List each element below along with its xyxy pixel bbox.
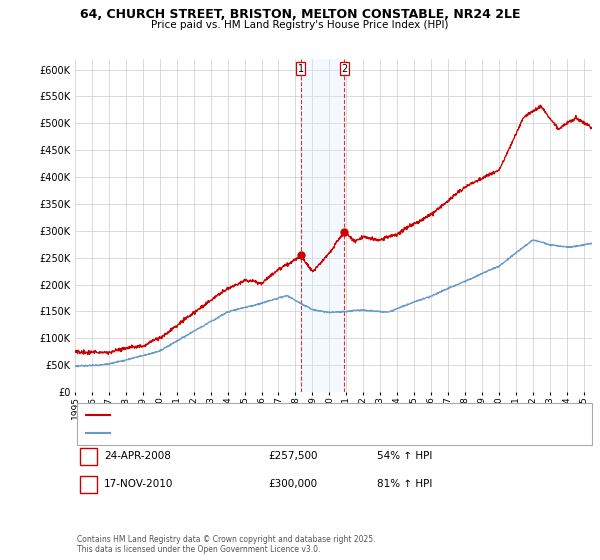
Text: 17-NOV-2010: 17-NOV-2010 <box>104 479 173 489</box>
Text: 2: 2 <box>341 64 347 74</box>
Text: £257,500: £257,500 <box>269 451 319 461</box>
Bar <box>301 59 344 392</box>
Text: 64, CHURCH STREET, BRISTON, MELTON CONSTABLE, NR24 2LE: 64, CHURCH STREET, BRISTON, MELTON CONST… <box>80 8 520 21</box>
Text: 1: 1 <box>298 64 304 74</box>
Text: 1: 1 <box>85 451 92 461</box>
Text: 81% ↑ HPI: 81% ↑ HPI <box>377 479 432 489</box>
Text: Contains HM Land Registry data © Crown copyright and database right 2025.
This d: Contains HM Land Registry data © Crown c… <box>77 535 376 554</box>
Text: HPI: Average price, semi-detached house, North Norfolk: HPI: Average price, semi-detached house,… <box>116 429 357 438</box>
Text: 54% ↑ HPI: 54% ↑ HPI <box>377 451 432 461</box>
Text: 64, CHURCH STREET, BRISTON, MELTON CONSTABLE, NR24 2LE (semi-detached house): 64, CHURCH STREET, BRISTON, MELTON CONST… <box>116 410 494 419</box>
Text: Price paid vs. HM Land Registry's House Price Index (HPI): Price paid vs. HM Land Registry's House … <box>151 20 449 30</box>
Text: 2: 2 <box>85 479 92 489</box>
Text: 24-APR-2008: 24-APR-2008 <box>104 451 170 461</box>
Text: £300,000: £300,000 <box>269 479 318 489</box>
